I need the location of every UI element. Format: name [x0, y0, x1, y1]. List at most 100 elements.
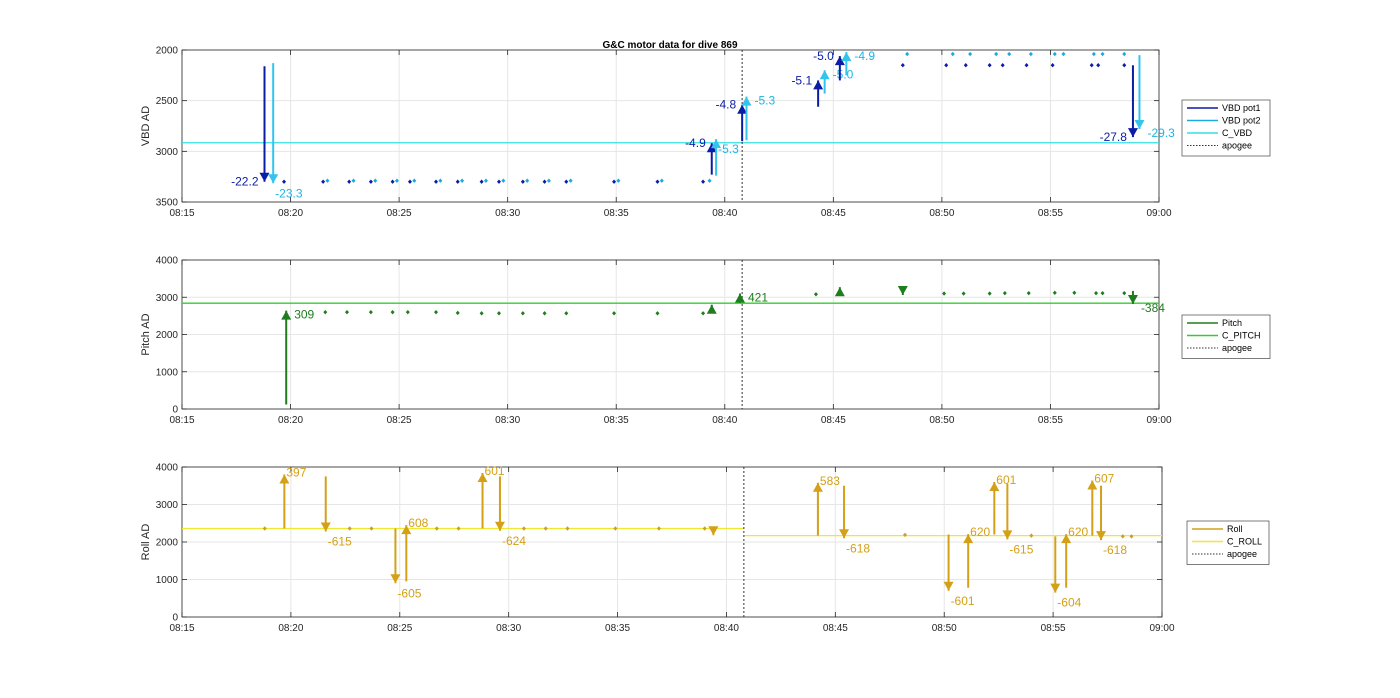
vbd-data-point — [616, 178, 621, 183]
vbd-data-point — [1091, 51, 1096, 57]
vbd-data-point — [479, 179, 484, 184]
roll-data-point — [1129, 534, 1134, 539]
vbd-data-point — [351, 178, 356, 183]
roll-arrow-label: 397 — [286, 466, 306, 480]
vbd-data-point — [944, 63, 949, 68]
roll-arrow-label: -605 — [397, 586, 421, 600]
vbd-data-point — [460, 178, 465, 183]
pitch-ytick-label: 1000 — [156, 367, 179, 378]
vbd-arrow-head — [741, 96, 752, 106]
vbd-arrow-head — [834, 56, 845, 66]
roll-data-point — [369, 526, 374, 531]
vbd-data-point — [546, 178, 551, 183]
roll-ytick-label: 3000 — [156, 500, 179, 511]
vbd-ytick-label: 3000 — [156, 147, 179, 158]
vbd-data-point — [612, 179, 617, 184]
roll-data-point — [456, 526, 461, 531]
roll-arrow-head — [943, 581, 954, 591]
roll-arrow-label: -615 — [328, 535, 352, 549]
vbd-xtick-label: 08:15 — [169, 208, 194, 219]
roll-arrow-head — [320, 522, 331, 532]
vbd-data-point — [496, 179, 501, 184]
pitch-data-point — [542, 311, 547, 316]
vbd-arrow-head — [737, 104, 748, 114]
vbd-data-point — [994, 51, 999, 57]
vbd-data-point — [373, 178, 378, 183]
roll-arrow-head — [963, 534, 974, 544]
vbd-ytick-label: 3500 — [156, 198, 179, 209]
vbd-ytick-label: 2500 — [156, 96, 179, 107]
vbd-xtick-label: 08:25 — [387, 208, 412, 219]
vbd-xtick-label: 08:40 — [712, 208, 737, 219]
vbd-xtick-label: 08:20 — [278, 208, 303, 219]
roll-data-point — [1120, 534, 1125, 539]
roll-arrow-head — [812, 482, 823, 492]
vbd-arrow-head — [841, 52, 852, 62]
roll-data-point — [565, 526, 570, 531]
vbd-data-point — [412, 178, 417, 183]
vbd-data-point — [501, 178, 506, 183]
vbd-data-point — [321, 179, 326, 184]
pitch-data-point — [961, 291, 966, 296]
roll-arrow-head — [477, 473, 488, 482]
roll-arrow-head — [390, 574, 401, 584]
vbd-ytick-label: 2000 — [156, 46, 179, 57]
pitch-data-point — [1072, 290, 1077, 295]
roll-arrow-head — [279, 474, 290, 484]
vbd-arrow-label: -23.3 — [275, 186, 303, 200]
roll-data-point — [702, 526, 707, 531]
pitch-ytick-label: 0 — [172, 405, 178, 416]
roll-xtick-label: 08:30 — [496, 623, 521, 634]
pitch-arrow-label: -384 — [1141, 301, 1165, 315]
pitch-xtick-label: 08:25 — [387, 415, 412, 426]
vbd-arrow-label: -4.9 — [854, 49, 875, 63]
roll-arrow-head — [1087, 480, 1098, 490]
roll-legend-label: Roll — [1227, 524, 1243, 534]
pitch-data-point — [564, 311, 569, 316]
pitch-arrow-head — [281, 310, 292, 320]
pitch-data-point — [434, 309, 439, 315]
roll-data-point — [347, 526, 352, 531]
vbd-data-point — [394, 178, 399, 183]
pitch-xtick-label: 09:00 — [1146, 415, 1171, 426]
figure-title: G&C motor data for dive 869 — [602, 40, 737, 51]
vbd-xtick-label: 08:30 — [495, 208, 520, 219]
vbd-arrow-label: -5.0 — [813, 49, 834, 63]
vbd-data-point — [900, 63, 905, 68]
vbd-data-point — [407, 179, 412, 184]
pitch-data-point — [496, 311, 501, 316]
roll-arrow-label: 620 — [1068, 525, 1088, 539]
roll-arrow-label: -615 — [1009, 542, 1033, 556]
vbd-xtick-label: 09:00 — [1146, 208, 1171, 219]
pitch-data-point — [987, 291, 992, 296]
vbd-data-point — [368, 179, 373, 184]
pitch-legend-label: Pitch — [1222, 318, 1242, 328]
roll-xtick-label: 08:35 — [605, 623, 630, 634]
pitch-data-point — [455, 310, 460, 316]
vbd-arrow-label: -22.2 — [231, 175, 259, 189]
roll-arrow-head — [1096, 531, 1107, 541]
vbd-xtick-label: 08:55 — [1038, 208, 1063, 219]
roll-xtick-label: 08:45 — [823, 623, 848, 634]
roll-arrow-head — [1002, 530, 1013, 540]
roll-arrow-label: -618 — [846, 541, 870, 555]
roll-data-point — [1029, 533, 1034, 538]
pitch-arrow-head — [834, 287, 845, 297]
roll-y-axis-label: Roll AD — [140, 524, 152, 561]
roll-xtick-label: 08:20 — [278, 623, 303, 634]
vbd-arrow-label: -5.1 — [791, 73, 812, 87]
vbd-arrow-label: -5.3 — [754, 94, 775, 108]
pitch-data-point — [390, 309, 395, 315]
pitch-xtick-label: 08:30 — [495, 415, 520, 426]
vbd-arrow-head — [268, 174, 279, 184]
vbd-arrow-head — [1134, 120, 1145, 130]
vbd-data-point — [455, 179, 460, 184]
roll-arrow-label: -618 — [1103, 543, 1127, 557]
vbd-data-point — [282, 179, 287, 184]
roll-xtick-label: 08:40 — [714, 623, 739, 634]
roll-arrow-label: 601 — [485, 464, 505, 478]
pitch-xtick-label: 08:20 — [278, 415, 303, 426]
vbd-arrow-label: -29.3 — [1147, 126, 1175, 140]
vbd-data-point — [1100, 51, 1105, 57]
